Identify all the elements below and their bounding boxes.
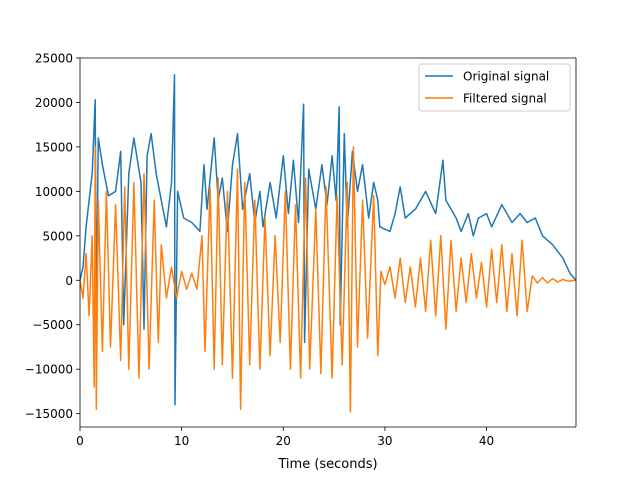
x-tick-label: 40 — [479, 434, 494, 448]
legend-label: Original signal — [463, 70, 549, 84]
x-tick-label: 20 — [276, 434, 291, 448]
y-tick-label: −15000 — [25, 407, 73, 421]
series-layer — [80, 74, 576, 413]
y-tick-label: 20000 — [35, 96, 73, 110]
x-axis-label: Time (seconds) — [277, 457, 377, 472]
axes-frame — [79, 57, 577, 428]
x-tick-label: 0 — [76, 434, 84, 448]
y-axis-ticks: −15000 −10000 −5000 0 5000 10000 15000 20000 250… — [25, 52, 80, 421]
y-tick-label: 10000 — [35, 185, 73, 199]
y-tick-label: 25000 — [35, 52, 73, 66]
x-tick-label: 30 — [377, 434, 392, 448]
y-tick-label: 5000 — [42, 229, 73, 243]
y-tick-label: −10000 — [25, 363, 73, 377]
x-tick-label: 10 — [174, 434, 189, 448]
series-line-filtered — [80, 146, 576, 413]
y-tick-label: 15000 — [35, 140, 73, 154]
y-tick-label: 0 — [65, 274, 73, 288]
legend-label: Filtered signal — [463, 92, 547, 106]
legend: Original signal Filtered signal — [418, 63, 571, 112]
legend-box — [418, 63, 571, 112]
x-axis-ticks: 0 10 20 30 40 — [76, 427, 494, 448]
y-tick-label: −5000 — [32, 318, 73, 332]
